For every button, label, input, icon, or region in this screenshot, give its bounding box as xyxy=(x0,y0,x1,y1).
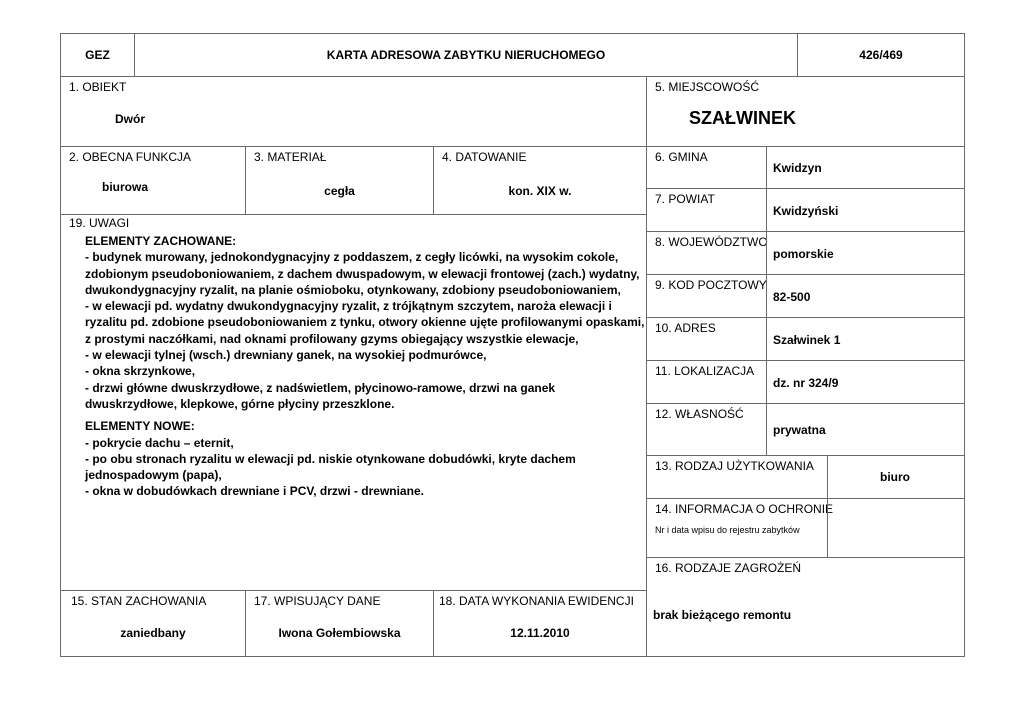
new-line: - po obu stronach ryzalitu w elewacji pd… xyxy=(85,451,576,466)
header-title-cell: KARTA ADRESOWA ZABYTKU NIERUCHOMEGO xyxy=(134,33,798,77)
uwagi-cell: 19. UWAGI ELEMENTY ZACHOWANE: - budynek … xyxy=(60,214,647,591)
wojewodztwo-value: pomorskie xyxy=(773,247,834,261)
preserved-line: - drzwi główne dwuskrzydłowe, z nadświet… xyxy=(85,380,556,395)
ochrona-label: 14. INFORMACJA O OCHRONIE xyxy=(655,502,834,516)
gmina-label: 6. GMINA xyxy=(655,150,708,164)
lokalizacja-value: dz. nr 324/9 xyxy=(773,376,839,390)
preserved-line: z prostymi naczółkami, nad oknami profil… xyxy=(85,331,579,346)
zagrozenia-cell: 16. RODZAJE ZAGROŻEŃ brak bieżącego remo… xyxy=(646,557,965,657)
datowanie-cell: 4. DATOWANIE kon. XIX w. xyxy=(433,146,647,215)
gmina-value-cell: Kwidzyn xyxy=(766,146,965,189)
lokalizacja-label: 11. LOKALIZACJA xyxy=(655,364,755,378)
wpisujacy-label: 17. WPISUJĄCY DANE xyxy=(254,594,381,608)
miejscowosc-cell: 5. MIEJSCOWOŚĆ SZAŁWINEK xyxy=(646,76,965,147)
material-label: 3. MATERIAŁ xyxy=(254,150,327,164)
preserved-line: ryzalitu pd. zdobione pseudoboniowaniem … xyxy=(85,315,645,330)
funkcja-cell: 2. OBECNA FUNKCJA biurowa xyxy=(60,146,246,215)
uzytkowanie-label: 13. RODZAJ UŻYTKOWANIA xyxy=(655,459,814,473)
preserved-line: - w elewacji pd. wydatny dwukondygnacyjn… xyxy=(85,299,612,314)
preserved-line: dwukondygnacyjny ryzalit, na planie ośmi… xyxy=(85,282,621,297)
adres-label: 10. ADRES xyxy=(655,321,716,335)
stan-value: zaniedbany xyxy=(120,626,186,640)
wojewodztwo-value-cell: pomorskie xyxy=(766,231,965,275)
datowanie-value: kon. XIX w. xyxy=(508,184,572,198)
data-ewidencji-value: 12.11.2010 xyxy=(510,626,570,640)
wlasnosc-label: 12. WŁASNOŚĆ xyxy=(655,407,744,421)
funkcja-value: biurowa xyxy=(102,180,149,194)
data-ewidencji-label: 18. DATA WYKONANIA EWIDENCJI xyxy=(439,594,634,608)
adres-label-cell: 10. ADRES xyxy=(646,317,767,361)
wlasnosc-value: prywatna xyxy=(773,423,826,437)
page-title: KARTA ADRESOWA ZABYTKU NIERUCHOMEGO xyxy=(326,48,606,62)
ochrona-sublabel: Nr i data wpisu do rejestru zabytków xyxy=(655,525,800,535)
uwagi-notes: ELEMENTY ZACHOWANE: - budynek murowany, … xyxy=(85,233,645,500)
ochrona-value-cell xyxy=(827,498,965,558)
gmina-value: Kwidzyn xyxy=(773,161,822,175)
powiat-label: 7. POWIAT xyxy=(655,192,715,206)
wlasnosc-value-cell: prywatna xyxy=(766,403,965,456)
wpisujacy-cell: 17. WPISUJĄCY DANE Iwona Gołembiowska xyxy=(245,590,434,657)
wlasnosc-label-cell: 12. WŁASNOŚĆ xyxy=(646,403,767,456)
kod-value-cell: 82-500 xyxy=(766,274,965,318)
preserved-line: dwuskrzydłowe, klepkowe, górne płyciny p… xyxy=(85,396,395,411)
new-line: jednospadowym (papa), xyxy=(85,468,222,483)
material-cell: 3. MATERIAŁ cegła xyxy=(245,146,434,215)
powiat-label-cell: 7. POWIAT xyxy=(646,188,767,232)
obiekt-value: Dwór xyxy=(115,112,145,126)
new-line: - pokrycie dachu – eternit, xyxy=(85,435,234,450)
kod-label-cell: 9. KOD POCZTOWY xyxy=(646,274,767,318)
adres-value: Szałwinek 1 xyxy=(773,333,841,347)
datowanie-label: 4. DATOWANIE xyxy=(442,150,527,164)
powiat-value: Kwidzyński xyxy=(773,204,839,218)
data-ewidencji-cell: 18. DATA WYKONANIA EWIDENCJI 12.11.2010 xyxy=(433,590,647,657)
preserved-line: zdobionym pseudoboniowaniem, z dachem dw… xyxy=(85,266,640,281)
obiekt-cell: 1. OBIEKT Dwór xyxy=(60,76,647,147)
lokalizacja-label-cell: 11. LOKALIZACJA xyxy=(646,360,767,404)
gmina-label-cell: 6. GMINA xyxy=(646,146,767,189)
wpisujacy-value: Iwona Gołembiowska xyxy=(278,626,401,640)
uwagi-label: 19. UWAGI xyxy=(69,216,130,230)
zagrozenia-value: brak bieżącego remontu xyxy=(653,608,792,622)
uzytkowanie-value: biuro xyxy=(880,470,910,484)
preserved-line: - budynek murowany, jednokondygnacyjny z… xyxy=(85,250,619,265)
funkcja-label: 2. OBECNA FUNKCJA xyxy=(69,150,192,164)
uzytkowanie-label-cell: 13. RODZAJ UŻYTKOWANIA xyxy=(646,455,828,499)
preserved-line: - w elewacji tylnej (wsch.) drewniany ga… xyxy=(85,348,487,363)
obiekt-label: 1. OBIEKT xyxy=(69,80,127,94)
lokalizacja-value-cell: dz. nr 324/9 xyxy=(766,360,965,404)
uzytkowanie-value-cell: biuro xyxy=(827,455,965,499)
header-code-cell: GEZ xyxy=(60,33,135,77)
header-number-cell: 426/469 xyxy=(797,33,965,77)
record-number: 426/469 xyxy=(859,48,903,62)
preserved-heading: ELEMENTY ZACHOWANE: xyxy=(85,234,237,248)
kod-value: 82-500 xyxy=(773,290,811,304)
new-line: - okna w dobudówkach drewniane i PCV, dr… xyxy=(85,484,424,499)
adres-value-cell: Szałwinek 1 xyxy=(766,317,965,361)
material-value: cegła xyxy=(324,184,355,198)
miejscowosc-value: SZAŁWINEK xyxy=(689,108,796,128)
zagrozenia-label: 16. RODZAJE ZAGROŻEŃ xyxy=(655,561,802,575)
stan-cell: 15. STAN ZACHOWANIA zaniedbany xyxy=(60,590,246,657)
new-heading: ELEMENTY NOWE: xyxy=(85,419,195,434)
wojewodztwo-label: 8. WOJEWÓDZTWO xyxy=(655,235,768,249)
miejscowosc-label: 5. MIEJSCOWOŚĆ xyxy=(655,80,760,94)
kod-label: 9. KOD POCZTOWY xyxy=(655,278,767,292)
header-code: GEZ xyxy=(85,48,110,62)
stan-label: 15. STAN ZACHOWANIA xyxy=(71,594,207,608)
preserved-line: - okna skrzynkowe, xyxy=(85,364,196,379)
powiat-value-cell: Kwidzyński xyxy=(766,188,965,232)
ochrona-label-cell: 14. INFORMACJA O OCHRONIE Nr i data wpis… xyxy=(646,498,833,558)
wojewodztwo-label-cell: 8. WOJEWÓDZTWO xyxy=(646,231,768,275)
